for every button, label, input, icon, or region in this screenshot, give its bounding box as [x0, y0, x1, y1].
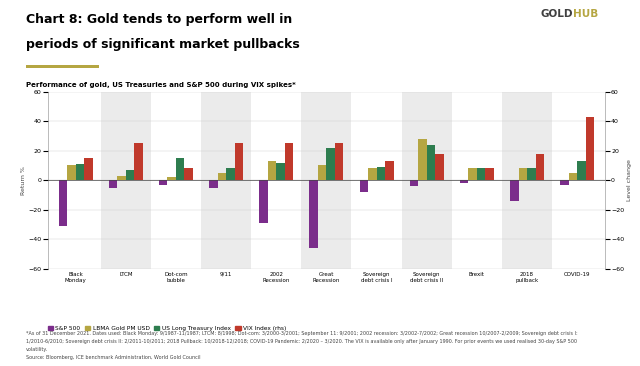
- Y-axis label: Level change: Level change: [627, 159, 632, 201]
- Bar: [100, 92, 151, 269]
- Bar: [360, 180, 368, 192]
- Text: Source: Bloomberg, ICE benchmark Administration, World Gold Council: Source: Bloomberg, ICE benchmark Adminis…: [26, 355, 200, 361]
- Bar: [410, 180, 418, 186]
- Bar: [201, 92, 251, 269]
- Bar: [435, 154, 444, 180]
- Bar: [276, 163, 285, 180]
- Bar: [577, 161, 586, 180]
- Bar: [58, 180, 67, 226]
- Bar: [536, 154, 544, 180]
- Bar: [335, 143, 344, 180]
- Bar: [427, 145, 435, 180]
- Y-axis label: Return %: Return %: [21, 166, 26, 195]
- Bar: [168, 177, 176, 180]
- Bar: [235, 143, 243, 180]
- Text: Performance of gold, US Treasuries and S&P 500 during VIX spikes*: Performance of gold, US Treasuries and S…: [26, 82, 295, 88]
- Bar: [76, 164, 84, 180]
- Bar: [468, 168, 477, 180]
- Bar: [318, 165, 326, 180]
- Bar: [385, 161, 394, 180]
- Bar: [209, 180, 218, 188]
- Bar: [117, 176, 125, 180]
- Bar: [418, 139, 427, 180]
- Bar: [402, 92, 452, 269]
- Legend: S&P 500, LBMA Gold PM USD, US Long Treasury Index, VIX Index (rhs): S&P 500, LBMA Gold PM USD, US Long Treas…: [45, 324, 289, 333]
- Bar: [477, 168, 485, 180]
- Bar: [309, 180, 318, 248]
- Bar: [460, 180, 468, 183]
- Text: *As of 31 December 2021. Dates used: Black Monday: 9/1987-11/1987; LTCM: 8/1998;: *As of 31 December 2021. Dates used: Bla…: [26, 331, 577, 336]
- Bar: [226, 168, 235, 180]
- Text: periods of significant market pullbacks: periods of significant market pullbacks: [26, 38, 300, 52]
- Bar: [368, 168, 376, 180]
- Text: HUB: HUB: [573, 9, 598, 19]
- Bar: [518, 168, 527, 180]
- Bar: [326, 148, 335, 180]
- Text: GOLD: GOLD: [541, 9, 573, 19]
- Bar: [586, 117, 595, 180]
- Bar: [218, 173, 226, 180]
- Bar: [569, 173, 577, 180]
- Bar: [485, 168, 494, 180]
- Bar: [184, 168, 193, 180]
- Bar: [176, 158, 184, 180]
- Bar: [159, 180, 168, 185]
- Text: volatility.: volatility.: [26, 347, 47, 352]
- Bar: [527, 168, 536, 180]
- Bar: [376, 167, 385, 180]
- Text: Chart 8: Gold tends to perform well in: Chart 8: Gold tends to perform well in: [26, 13, 292, 26]
- Bar: [67, 165, 76, 180]
- Bar: [125, 170, 134, 180]
- Text: 1/2010-6/2010; Sovereign debt crisis II: 2/2011-10/2011; 2018 Pullback: 10/2018-: 1/2010-6/2010; Sovereign debt crisis II:…: [26, 339, 577, 344]
- Bar: [259, 180, 268, 223]
- Bar: [109, 180, 117, 188]
- Bar: [268, 161, 276, 180]
- Bar: [502, 92, 552, 269]
- Bar: [301, 92, 351, 269]
- Bar: [560, 180, 569, 185]
- Bar: [134, 143, 143, 180]
- Bar: [285, 143, 293, 180]
- Bar: [510, 180, 518, 201]
- Bar: [84, 158, 93, 180]
